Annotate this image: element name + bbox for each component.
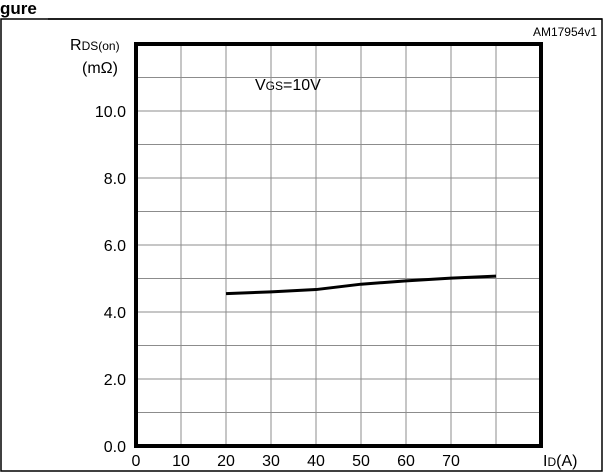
y-tick-label: 6.0 bbox=[104, 238, 126, 255]
y-tick-label: 4.0 bbox=[104, 305, 126, 322]
x-tick-label: 20 bbox=[217, 453, 235, 470]
annotation-sub: GS bbox=[266, 79, 283, 93]
figure-code: AM17954v1 bbox=[533, 25, 597, 39]
y-axis-label-sub: DS(on) bbox=[82, 39, 120, 53]
y-axis-label: RDS(on) bbox=[70, 37, 120, 54]
x-tick-labels: 0 10 20 30 40 50 60 70 bbox=[132, 453, 460, 470]
annotation-rest: =10V bbox=[283, 77, 321, 94]
x-axis-label-rest: (A) bbox=[556, 453, 577, 470]
grid bbox=[136, 44, 541, 446]
y-axis-unit: (mΩ) bbox=[82, 60, 118, 77]
x-tick-label: 0 bbox=[132, 453, 141, 470]
annotation-main: V bbox=[255, 77, 266, 94]
x-tick-label: 60 bbox=[397, 453, 415, 470]
y-tick-label: 2.0 bbox=[104, 372, 126, 389]
x-axis-label-sub: D bbox=[547, 455, 556, 469]
annotation: VGS=10V bbox=[255, 77, 321, 94]
x-tick-label: 50 bbox=[352, 453, 370, 470]
x-tick-label: 30 bbox=[262, 453, 280, 470]
y-tick-label: 8.0 bbox=[104, 171, 126, 188]
x-tick-label: 10 bbox=[172, 453, 190, 470]
figure-heading: gure bbox=[0, 0, 37, 18]
y-tick-labels: 0.0 2.0 4.0 6.0 8.0 10.0 bbox=[95, 104, 126, 456]
y-tick-label: 0.0 bbox=[104, 439, 126, 456]
y-axis-label-main: R bbox=[70, 37, 82, 54]
y-tick-label: 10.0 bbox=[95, 104, 126, 121]
x-axis-label: ID(A) bbox=[543, 453, 577, 470]
x-tick-label: 40 bbox=[307, 453, 325, 470]
x-tick-label: 70 bbox=[442, 453, 460, 470]
